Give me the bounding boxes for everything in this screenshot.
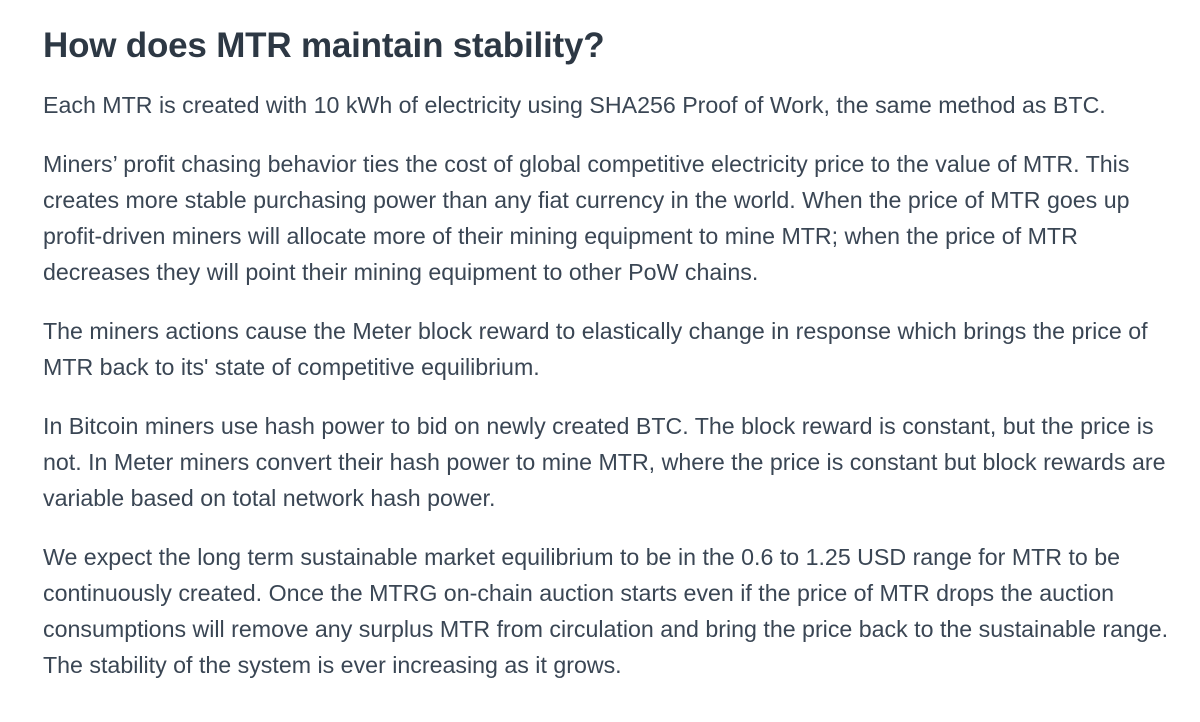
paragraph-block-reward: The miners actions cause the Meter block…: [43, 318, 1148, 380]
paragraph-equilibrium: We expect the long term sustainable mark…: [43, 544, 1169, 678]
paragraph-miner-behavior: Miners’ profit chasing behavior ties the…: [43, 151, 1130, 285]
paragraph-creation: Each MTR is created with 10 kWh of elect…: [43, 92, 1106, 118]
page-title: How does MTR maintain stability?: [43, 26, 605, 65]
paragraph-bitcoin-comparison: In Bitcoin miners use hash power to bid …: [43, 413, 1166, 511]
article: How does MTR maintain stability? Each MT…: [43, 20, 1188, 683]
